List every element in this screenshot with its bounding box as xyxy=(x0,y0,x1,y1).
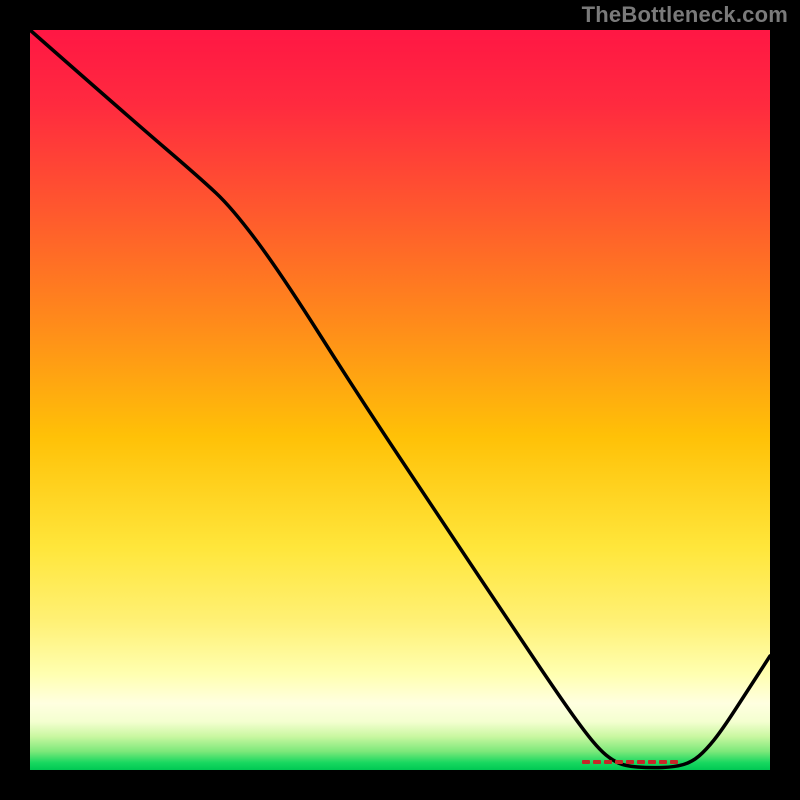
chart-svg xyxy=(0,0,800,800)
watermark-text: TheBottleneck.com xyxy=(582,2,788,28)
chart-canvas: TheBottleneck.com xyxy=(0,0,800,800)
optimal-range-marker xyxy=(582,760,678,764)
plot-gradient-background xyxy=(30,30,770,770)
